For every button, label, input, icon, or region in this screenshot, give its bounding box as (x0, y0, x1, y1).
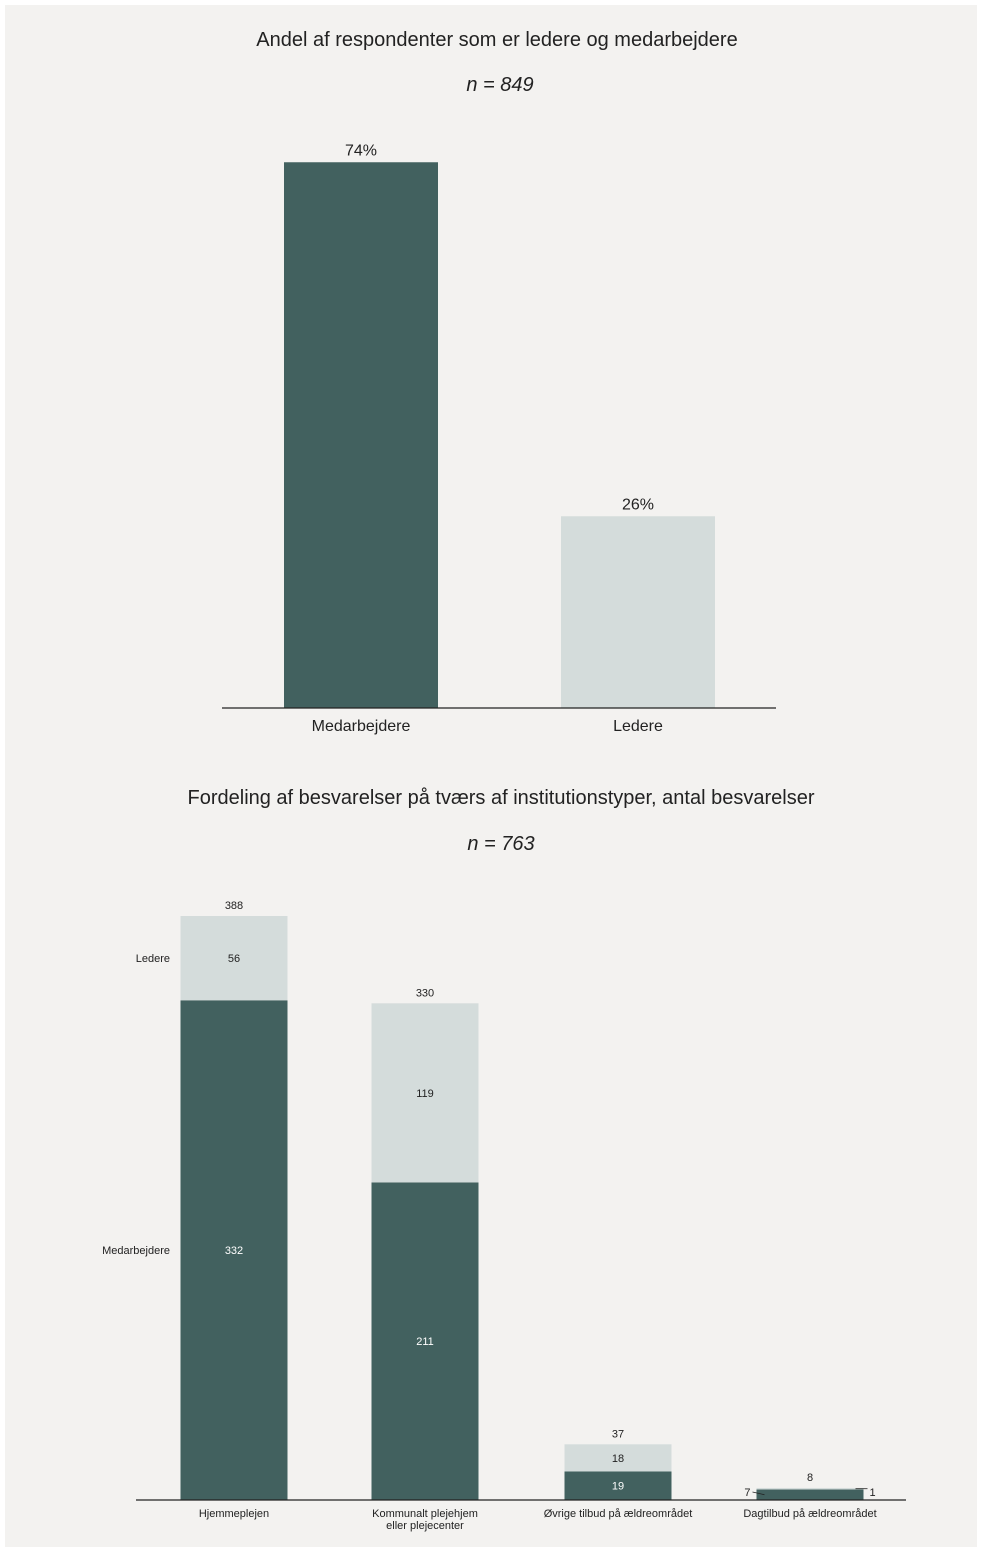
bar-segment-medarbejdere (180, 1000, 288, 1500)
x-tick-label: Ledere (613, 718, 663, 735)
x-tick-label: Medarbejdere (312, 718, 411, 735)
bar-value-label: 26% (622, 496, 654, 513)
bar-total-label: 330 (416, 987, 434, 999)
bar-segment-medarbejdere (564, 1471, 672, 1500)
chart-share-roles: Andel af respondenter som er ledere og m… (222, 29, 776, 735)
segment-value-medarbejdere: 7 (744, 1487, 750, 1499)
bar-value-label: 74% (345, 142, 377, 159)
legend-label-ledere: Ledere (136, 953, 170, 965)
chart-institution-types: Fordeling af besvarelser på tværs af ins… (102, 787, 906, 1532)
segment-value-ledere: 1 (870, 1487, 876, 1499)
legend-label-medarbejdere: Medarbejdere (102, 1245, 170, 1257)
bar-segment-medarbejdere (756, 1489, 864, 1500)
chart-panel: Andel af respondenter som er ledere og m… (5, 5, 977, 1547)
bar-total-label: 388 (225, 900, 243, 912)
bar-total-label: 37 (612, 1428, 624, 1440)
chart1-title: Andel af respondenter som er ledere og m… (256, 29, 737, 51)
chart2-title: Fordeling af besvarelser på tværs af ins… (188, 787, 815, 809)
segment-value-medarbejdere: 332 (225, 1245, 243, 1257)
charts-canvas: Andel af respondenter som er ledere og m… (102, 29, 906, 1532)
chart2-subtitle: n = 763 (467, 833, 534, 855)
bar-segment-medarbejdere (371, 1182, 479, 1500)
segment-value-ledere: 119 (416, 1088, 434, 1100)
bar-total-label: 8 (807, 1472, 813, 1484)
x-tick-label: Dagtilbud på ældreområdet (743, 1508, 876, 1520)
segment-value-ledere: 18 (612, 1453, 624, 1465)
x-tick-label: Kommunalt plejehjem eller plejecenter (372, 1508, 478, 1532)
segment-value-medarbejdere: 211 (416, 1336, 434, 1348)
x-tick-label: Hjemmeplejen (199, 1508, 269, 1520)
leader-line (752, 1491, 765, 1496)
segment-value-medarbejdere: 19 (612, 1481, 624, 1493)
bar-segment-ledere (371, 1003, 479, 1183)
bar-segment-ledere (180, 916, 288, 1001)
chart1-subtitle: n = 849 (466, 74, 533, 96)
bar-medarbejdere (284, 162, 438, 708)
bar-segment-ledere (564, 1444, 672, 1472)
segment-value-ledere: 56 (228, 953, 240, 965)
bar-segment-ledere (756, 1487, 864, 1490)
x-tick-label: Øvrige tilbud på ældreområdet (544, 1508, 693, 1520)
bar-ledere (561, 516, 715, 708)
